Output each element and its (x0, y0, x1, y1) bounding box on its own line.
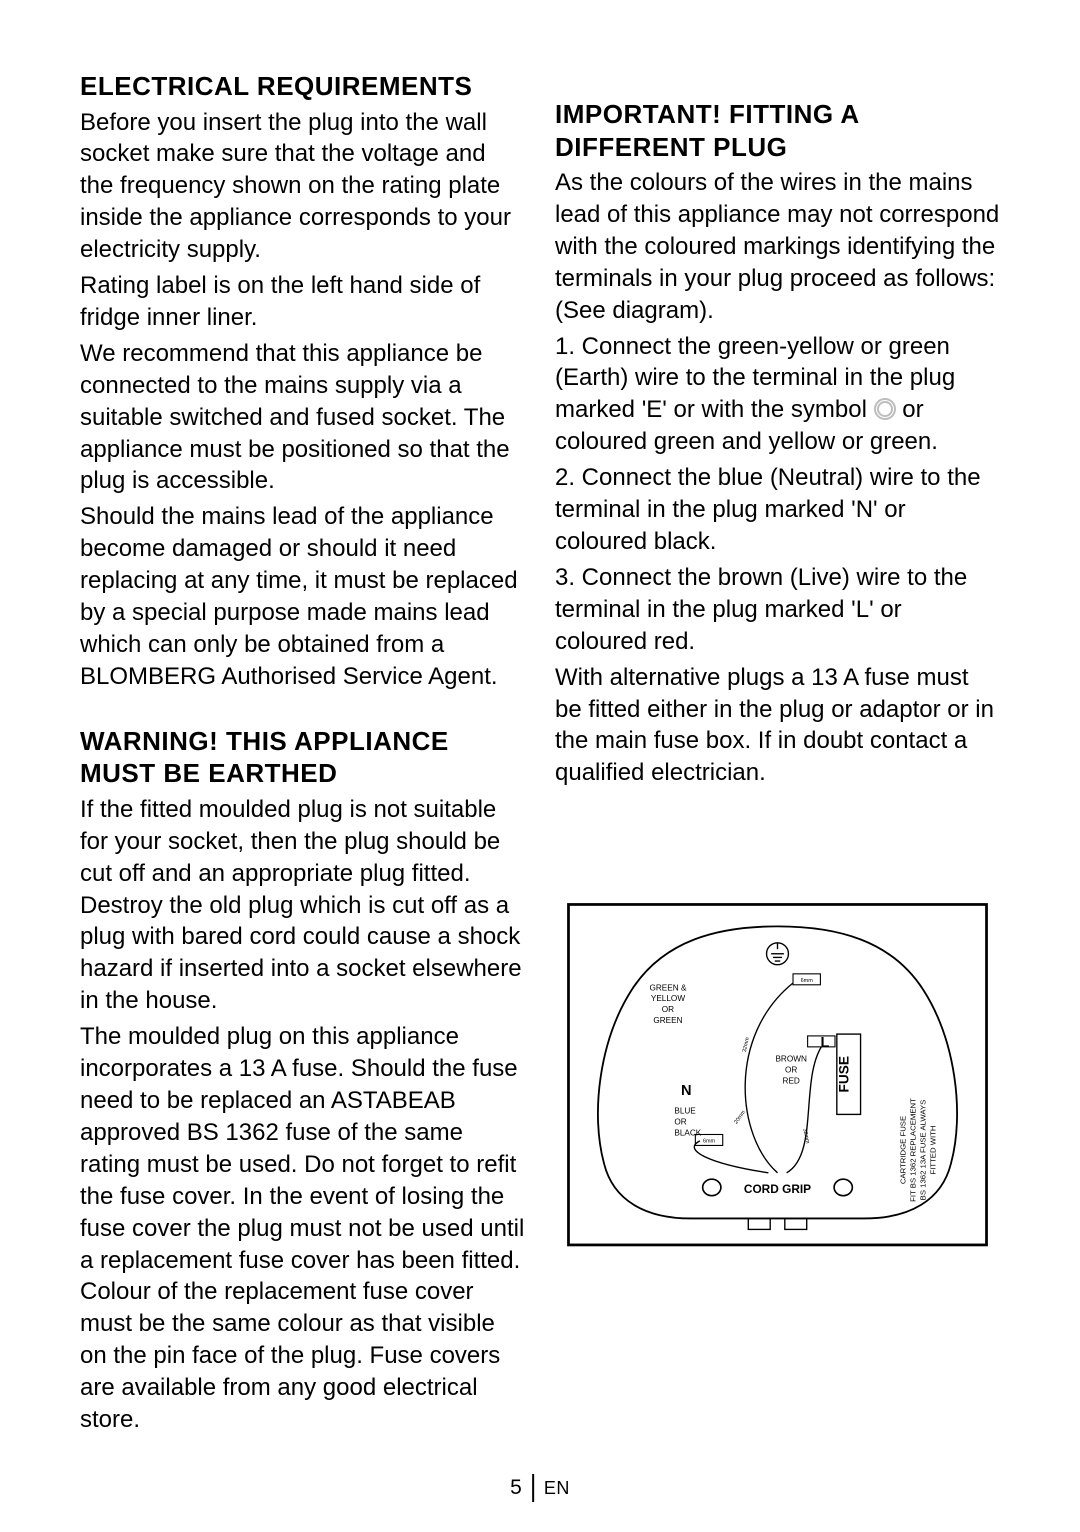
svg-text:GREEN: GREEN (653, 1016, 682, 1025)
svg-text:CARTRIDGE FUSE: CARTRIDGE FUSE (898, 1116, 907, 1184)
svg-text:BLACK: BLACK (674, 1129, 701, 1138)
body-text: Rating label is on the left hand side of… (80, 270, 525, 334)
heading-electrical-requirements: ELECTRICAL REQUIREMENTS (80, 70, 525, 103)
svg-text:OR: OR (785, 1066, 797, 1075)
body-text: If the fitted moulded plug is not suitab… (80, 794, 525, 1017)
body-text: 1. Connect the green-yellow or green (Ea… (555, 331, 1000, 459)
body-text: With alternative plugs a 13 A fuse must … (555, 662, 1000, 790)
body-text: Should the mains lead of the appliance b… (80, 501, 525, 692)
page-footer: 5 EN (510, 1474, 570, 1502)
body-text: Before you insert the plug into the wall… (80, 107, 525, 267)
footer-separator (532, 1474, 534, 1502)
svg-text:BROWN: BROWN (775, 1055, 807, 1064)
svg-text:OR: OR (662, 1005, 674, 1014)
svg-text:CORD GRIP: CORD GRIP (744, 1182, 811, 1196)
body-text: 3. Connect the brown (Live) wire to the … (555, 562, 1000, 658)
body-text: The moulded plug on this appliance incor… (80, 1021, 525, 1436)
svg-text:OR: OR (674, 1118, 686, 1127)
page-language: EN (544, 1478, 570, 1499)
page-number: 5 (510, 1476, 522, 1500)
body-text: We recommend that this appliance be conn… (80, 338, 525, 498)
body-text: As the colours of the wires in the mains… (555, 167, 1000, 327)
svg-text:6mm: 6mm (801, 978, 814, 984)
svg-text:BS 1362 13A FUSE ALWAYS: BS 1362 13A FUSE ALWAYS (918, 1100, 927, 1201)
svg-text:YELLOW: YELLOW (651, 994, 685, 1003)
svg-text:GREEN &: GREEN & (650, 983, 687, 992)
svg-text:RED: RED (783, 1077, 800, 1086)
svg-text:L: L (821, 1035, 830, 1051)
plug-wiring-diagram: 6mm6mmFUSENLCORD GRIP32mm20mm32mmGREEN &… (555, 899, 1000, 1255)
svg-text:6mm: 6mm (703, 1139, 716, 1145)
svg-text:FIT BS 1362 REPLACEMENT: FIT BS 1362 REPLACEMENT (908, 1098, 917, 1202)
svg-text:N: N (681, 1083, 692, 1099)
heading-fitting-plug: IMPORTANT! FITTING A DIFFERENT PLUG (555, 98, 1000, 163)
heading-warning-earthed: WARNING! THIS APPLIANCE MUST BE EARTHED (80, 725, 525, 790)
body-text: 2. Connect the blue (Neutral) wire to th… (555, 462, 1000, 558)
earth-icon (874, 398, 896, 420)
svg-text:BLUE: BLUE (674, 1107, 696, 1116)
svg-text:FUSE: FUSE (837, 1056, 852, 1093)
svg-text:FITTED WITH: FITTED WITH (928, 1126, 937, 1175)
